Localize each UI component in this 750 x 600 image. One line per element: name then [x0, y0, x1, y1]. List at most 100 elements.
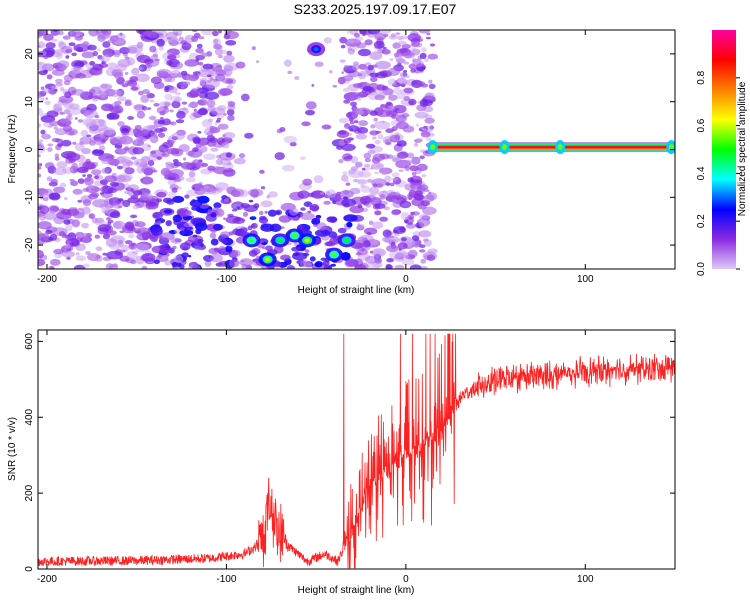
- spectrogram-blob: [407, 177, 414, 183]
- spectrogram-blob: [323, 200, 331, 205]
- spectrogram-blob: [220, 231, 231, 238]
- spectrogram-blob: [204, 91, 220, 100]
- spectrogram-blob: [175, 92, 181, 96]
- spectrogram-blob: [341, 71, 345, 74]
- spectrogram-blob: [375, 164, 382, 168]
- spectrogram-blob: [98, 119, 105, 125]
- spectrogram-blob: [389, 105, 395, 112]
- spectrogram-blob: [226, 50, 233, 56]
- spectrogram-blob: [82, 263, 90, 268]
- spectrogram-blob: [395, 191, 400, 196]
- spectrogram-blob: [194, 222, 208, 232]
- spectrogram-blob: [228, 231, 234, 236]
- spectrogram-blob: [38, 61, 42, 66]
- spectrogram-blob: [372, 50, 378, 55]
- spectrogram-blob: [344, 259, 356, 268]
- spectrogram-blob: [347, 47, 352, 51]
- spectrogram-blob: [72, 188, 83, 195]
- spectrogram-blob: [192, 234, 198, 238]
- spectrogram-blob: [374, 171, 380, 174]
- spectrogram-blob: [299, 212, 315, 221]
- spectrogram-blob: [152, 211, 164, 219]
- spectrogram-blob: [413, 142, 419, 147]
- spectrogram-blob: [91, 149, 104, 157]
- spectrogram-blob: [405, 159, 412, 166]
- spectrogram-blob: [102, 41, 111, 48]
- spectrogram-blob: [418, 244, 426, 249]
- spectrogram-blob: [81, 51, 95, 59]
- spectrogram-blob: [419, 57, 423, 61]
- spectrogram-blob: [367, 86, 375, 93]
- spectrogram-blob: [291, 246, 302, 252]
- spectrogram-blob: [42, 196, 49, 202]
- spectrogram-blob: [403, 95, 411, 101]
- spectrogram-blob: [55, 82, 63, 87]
- spectrogram-blob: [227, 115, 235, 121]
- spectrogram-blob: [69, 178, 75, 182]
- spectrogram-blob: [204, 185, 209, 189]
- spectrogram-blob: [343, 214, 358, 222]
- spectrogram-blob: [190, 88, 199, 95]
- spectrogram-strong-blob-core: [344, 238, 350, 243]
- spectrogram-blob: [77, 166, 89, 174]
- spectrogram-blob: [417, 184, 429, 191]
- spectrogram-blob: [314, 229, 330, 237]
- spectrogram-blob: [423, 194, 435, 202]
- spectrogram-blob: [428, 79, 433, 84]
- spectrogram-blob: [376, 36, 384, 41]
- spectrogram-blob: [425, 137, 432, 141]
- colorbar-tick-label: 0.4: [696, 166, 707, 180]
- spectrogram-blob: [182, 107, 188, 111]
- spectrogram-blob: [215, 119, 221, 123]
- spectrogram-blob: [226, 108, 235, 116]
- colorbar-tick-label: 0.0: [696, 262, 707, 276]
- spectrogram-blob: [114, 164, 119, 167]
- spectrogram-blob: [168, 169, 184, 178]
- spectrogram-blob: [223, 217, 226, 220]
- spectrogram-blob: [374, 94, 385, 101]
- spectrogram-blob: [424, 114, 433, 119]
- spectrogram-blob: [75, 252, 80, 256]
- spectrogram-blob: [403, 61, 410, 65]
- spectrogram-blob: [94, 114, 100, 119]
- spectrogram-blob: [374, 203, 386, 209]
- spectrogram-blob: [130, 194, 139, 200]
- spectrogram-blob: [365, 196, 370, 201]
- spectrogram-blob: [423, 105, 434, 113]
- spectrogram-blob: [151, 79, 159, 84]
- spectrogram-blob: [41, 88, 51, 94]
- spectrogram-blob: [54, 153, 60, 158]
- spectrogram-blob: [329, 70, 333, 74]
- spectrogram-blob: [197, 238, 204, 243]
- spectrogram-blob: [87, 44, 97, 51]
- spectrogram-blob: [418, 30, 431, 34]
- spectrogram-blob: [383, 33, 389, 38]
- spectrogram-blob: [149, 233, 159, 242]
- spectrogram-strong-blob-core: [304, 238, 310, 243]
- spectrogram-blob: [385, 263, 392, 269]
- spectrogram-blob: [408, 98, 417, 106]
- spectrogram-blob: [218, 30, 222, 34]
- spectrogram-blob: [304, 249, 310, 254]
- spectrogram-blob: [71, 219, 80, 228]
- spectrogram-blob: [132, 204, 140, 210]
- spectrogram-blob: [248, 250, 258, 257]
- spectrogram-blob: [172, 195, 185, 203]
- spectrogram-blob: [113, 69, 119, 73]
- spectrogram-blob: [79, 136, 92, 145]
- spectrogram-blob: [369, 150, 374, 155]
- spectrogram-blob: [269, 223, 282, 232]
- spectrogram-blob: [106, 62, 118, 70]
- spectrogram-blob: [311, 84, 315, 87]
- spectrogram-blob: [397, 62, 402, 67]
- spectrogram-blob: [393, 254, 405, 262]
- spectrogram-blob: [153, 102, 160, 107]
- spectrogram-blob: [300, 207, 306, 211]
- spectrogram-blob: [118, 198, 124, 202]
- spectrogram-blob: [43, 69, 48, 74]
- spectrogram-blob: [61, 139, 72, 147]
- spectrogram-blob: [372, 183, 378, 188]
- spectrogram-blob: [424, 92, 435, 100]
- spectrogram-blob: [421, 127, 427, 131]
- spectrogram-blob: [219, 49, 227, 55]
